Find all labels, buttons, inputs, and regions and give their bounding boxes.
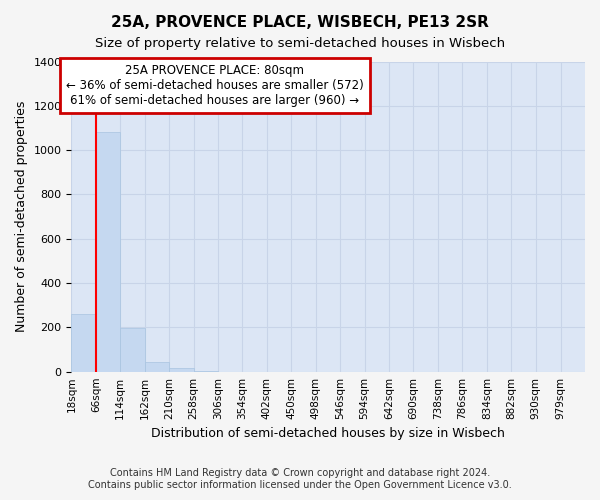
Bar: [194, 370, 218, 372]
Text: 25A PROVENCE PLACE: 80sqm
← 36% of semi-detached houses are smaller (572)
61% of: 25A PROVENCE PLACE: 80sqm ← 36% of semi-…: [66, 64, 364, 108]
Text: 25A, PROVENCE PLACE, WISBECH, PE13 2SR: 25A, PROVENCE PLACE, WISBECH, PE13 2SR: [111, 15, 489, 30]
X-axis label: Distribution of semi-detached houses by size in Wisbech: Distribution of semi-detached houses by …: [151, 427, 505, 440]
Bar: [71, 314, 96, 372]
Text: Size of property relative to semi-detached houses in Wisbech: Size of property relative to semi-detach…: [95, 38, 505, 51]
Bar: [120, 328, 145, 372]
Text: Contains HM Land Registry data © Crown copyright and database right 2024.
Contai: Contains HM Land Registry data © Crown c…: [88, 468, 512, 490]
Bar: [96, 132, 120, 372]
Bar: [145, 362, 169, 372]
Bar: [169, 368, 194, 372]
Y-axis label: Number of semi-detached properties: Number of semi-detached properties: [15, 101, 28, 332]
